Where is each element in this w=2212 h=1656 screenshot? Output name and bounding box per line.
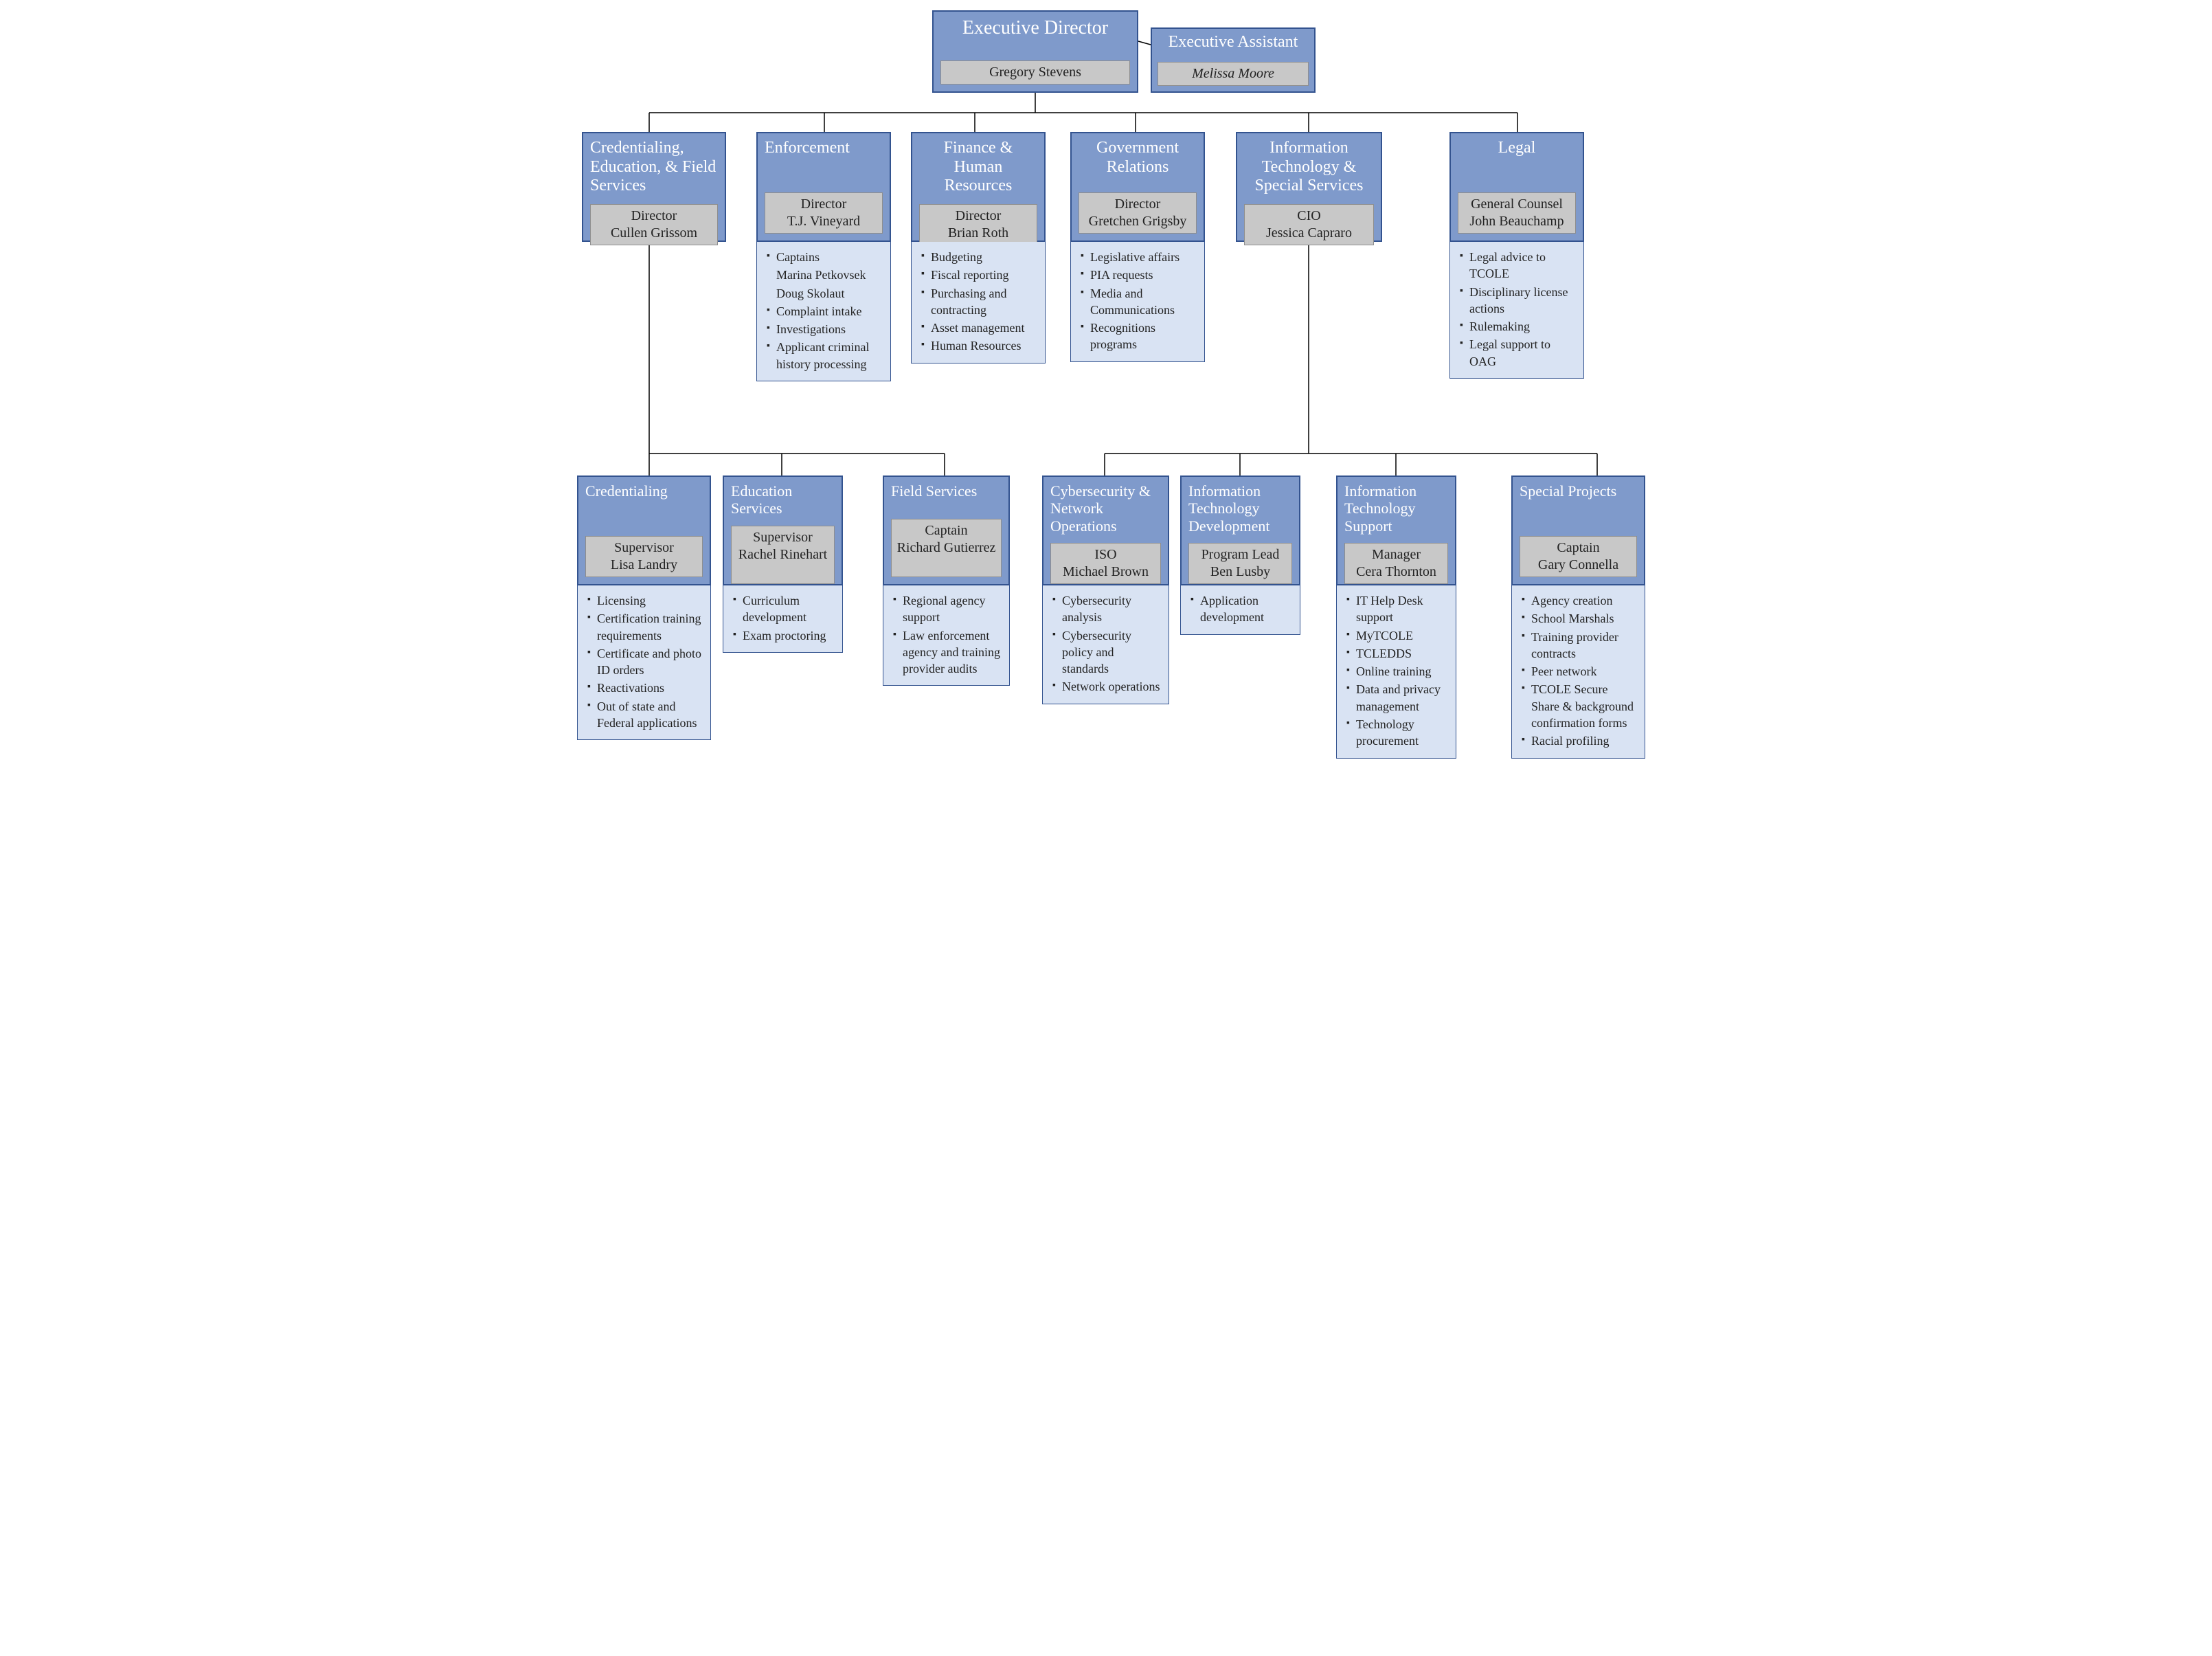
sub-education: Education Services SupervisorRachel Rine… xyxy=(723,475,843,585)
dept-finance-bullets: Budgeting Fiscal reporting Purchasing an… xyxy=(911,242,1046,363)
sub-education-name: SupervisorRachel Rinehart xyxy=(731,526,835,584)
sub-field-title: Field Services xyxy=(891,482,1002,500)
dept-it: Information Technology & Special Service… xyxy=(1236,132,1382,242)
dept-enforcement-bullets: Captains Marina Petkovsek Doug Skolaut C… xyxy=(756,242,891,381)
sub-credentialing-bullets: Licensing Certification training require… xyxy=(577,585,711,740)
dept-enforcement: Enforcement DirectorT.J. Vineyard xyxy=(756,132,891,242)
sub-special: Special Projects CaptainGary Connella xyxy=(1511,475,1645,585)
exec-assistant-box: Executive Assistant Melissa Moore xyxy=(1151,27,1316,93)
sub-credentialing: Credentialing SupervisorLisa Landry xyxy=(577,475,711,585)
dept-gov-name: DirectorGretchen Grigsby xyxy=(1079,192,1197,234)
sub-cyber-title: Cybersecurity & Network Operations xyxy=(1050,482,1161,535)
dept-gov-bullets: Legislative affairs PIA requests Media a… xyxy=(1070,242,1205,362)
sub-field-name: CaptainRichard Gutierrez xyxy=(891,519,1002,577)
dept-enforcement-title: Enforcement xyxy=(765,139,883,158)
exec-director-title: Executive Director xyxy=(940,17,1130,39)
dept-cefs-name: DirectorCullen Grissom xyxy=(590,204,718,245)
dept-legal: Legal General CounselJohn Beauchamp xyxy=(1449,132,1584,242)
dept-gov-title: Government Relations xyxy=(1079,139,1197,177)
sub-itdev-name: Program LeadBen Lusby xyxy=(1188,543,1292,584)
org-chart: Executive Director Gregory Stevens Execu… xyxy=(553,0,1659,828)
dept-finance: Finance & Human Resources DirectorBrian … xyxy=(911,132,1046,242)
dept-cefs-title: Credentialing, Education, & Field Servic… xyxy=(590,139,718,196)
exec-director-name: Gregory Stevens xyxy=(940,60,1130,85)
sub-itdev: Information Technology Development Progr… xyxy=(1180,475,1300,585)
sub-cyber: Cybersecurity & Network Operations ISOMi… xyxy=(1042,475,1169,585)
sub-itsup-title: Information Technology Support xyxy=(1344,482,1448,535)
sub-credentialing-name: SupervisorLisa Landry xyxy=(585,536,703,577)
sub-itsup: Information Technology Support ManagerCe… xyxy=(1336,475,1456,585)
sub-cyber-bullets: Cybersecurity analysis Cybersecurity pol… xyxy=(1042,585,1169,704)
dept-legal-title: Legal xyxy=(1458,139,1576,158)
sub-itsup-name: ManagerCera Thornton xyxy=(1344,543,1448,584)
exec-assistant-title: Executive Assistant xyxy=(1158,33,1309,52)
exec-assistant-name: Melissa Moore xyxy=(1158,62,1309,86)
sub-education-title: Education Services xyxy=(731,482,835,517)
dept-legal-name: General CounselJohn Beauchamp xyxy=(1458,192,1576,234)
sub-field: Field Services CaptainRichard Gutierrez xyxy=(883,475,1010,585)
dept-it-title: Information Technology & Special Service… xyxy=(1244,139,1374,196)
dept-legal-bullets: Legal advice to TCOLE Disciplinary licen… xyxy=(1449,242,1584,379)
sub-special-title: Special Projects xyxy=(1520,482,1637,500)
sub-cyber-name: ISOMichael Brown xyxy=(1050,543,1161,584)
dept-cefs: Credentialing, Education, & Field Servic… xyxy=(582,132,726,242)
dept-enforcement-name: DirectorT.J. Vineyard xyxy=(765,192,883,234)
sub-itdev-bullets: Application development xyxy=(1180,585,1300,635)
sub-special-name: CaptainGary Connella xyxy=(1520,536,1637,577)
dept-it-name: CIOJessica Capraro xyxy=(1244,204,1374,245)
exec-director-box: Executive Director Gregory Stevens xyxy=(932,10,1138,93)
sub-itdev-title: Information Technology Development xyxy=(1188,482,1292,535)
sub-education-bullets: Curriculum development Exam proctoring xyxy=(723,585,843,653)
sub-special-bullets: Agency creation School Marshals Training… xyxy=(1511,585,1645,759)
sub-itsup-bullets: IT Help Desk support MyTCOLE TCLEDDS Onl… xyxy=(1336,585,1456,759)
sub-credentialing-title: Credentialing xyxy=(585,482,703,500)
dept-finance-title: Finance & Human Resources xyxy=(919,139,1037,196)
dept-gov: Government Relations DirectorGretchen Gr… xyxy=(1070,132,1205,242)
sub-field-bullets: Regional agency support Law enforcement … xyxy=(883,585,1010,686)
dept-finance-name: DirectorBrian Roth xyxy=(919,204,1037,245)
